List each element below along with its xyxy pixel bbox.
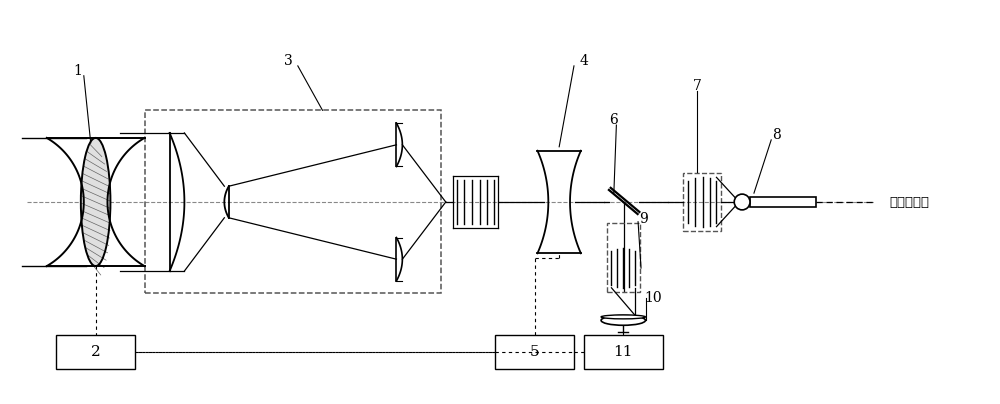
Text: 8: 8 xyxy=(772,128,781,142)
Bar xyxy=(584,335,663,369)
Bar xyxy=(607,223,640,292)
Bar xyxy=(145,110,441,293)
Text: 5: 5 xyxy=(530,345,539,359)
Text: 11: 11 xyxy=(614,345,633,359)
Text: 3: 3 xyxy=(284,54,292,68)
Text: 9: 9 xyxy=(639,212,647,226)
Circle shape xyxy=(734,194,750,210)
Bar xyxy=(750,197,816,207)
Text: 至通信系统: 至通信系统 xyxy=(890,196,930,208)
Text: 6: 6 xyxy=(609,113,618,127)
Text: 2: 2 xyxy=(91,345,101,359)
Text: 10: 10 xyxy=(644,290,662,305)
Text: 1: 1 xyxy=(73,64,82,78)
Ellipse shape xyxy=(601,316,645,325)
Ellipse shape xyxy=(81,138,110,266)
Ellipse shape xyxy=(601,315,645,319)
Bar xyxy=(683,173,721,231)
Text: 4: 4 xyxy=(579,54,588,68)
Text: 7: 7 xyxy=(693,79,702,93)
Bar xyxy=(495,335,574,369)
Bar xyxy=(56,335,135,369)
